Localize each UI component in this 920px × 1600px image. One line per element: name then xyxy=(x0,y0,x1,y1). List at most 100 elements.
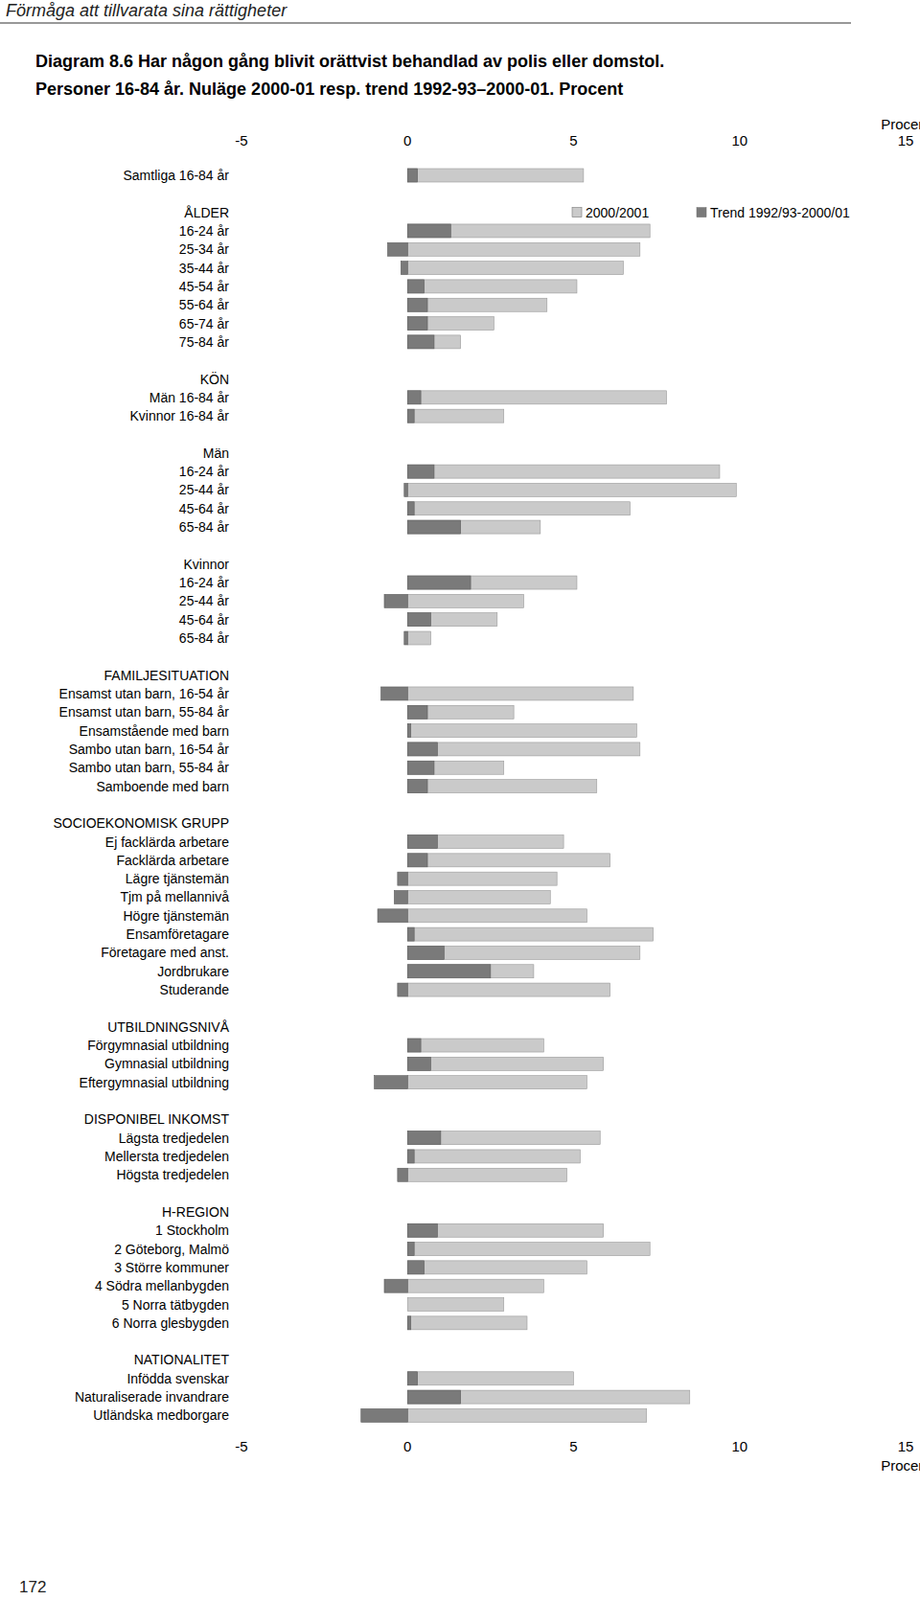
category-label: 16-24 år xyxy=(179,223,230,239)
bar xyxy=(407,1131,441,1146)
bar xyxy=(407,464,720,479)
category-label: Eftergymnasial utbildning xyxy=(79,1075,230,1091)
category-label: DISPONIBEL INKOMST xyxy=(84,1111,230,1127)
bar xyxy=(407,760,504,775)
bar xyxy=(407,242,641,256)
bar xyxy=(407,224,650,238)
bar xyxy=(407,1261,587,1275)
category-label: 16-24 år xyxy=(179,575,230,591)
category-label: Facklärda arbetare xyxy=(115,852,230,869)
category-label: Högre tjänstemän xyxy=(122,908,230,924)
bar xyxy=(407,575,577,590)
tick-label: 10 xyxy=(731,1438,748,1455)
axis-label: Procent xyxy=(880,1457,920,1474)
bar xyxy=(404,631,408,645)
bar xyxy=(407,1242,650,1257)
category-label: FAMILJESITUATION xyxy=(104,667,230,684)
category-label: Jordbrukare xyxy=(157,964,230,980)
bar xyxy=(407,1057,603,1071)
bar xyxy=(407,909,587,923)
category-label: 45-64 år xyxy=(179,501,230,517)
bar xyxy=(407,224,451,238)
bar xyxy=(381,687,409,701)
bar xyxy=(407,1150,580,1164)
chart: Förmåga att tillvarata sina rättigheter 1… xyxy=(0,0,920,1600)
category-label: Gymnasial utbildning xyxy=(104,1056,230,1072)
category-label: Förgymnasial utbildning xyxy=(87,1037,230,1054)
subtitle: Personer 16-84 år. Nuläge 2000-01 resp. … xyxy=(35,79,623,99)
bar xyxy=(407,613,498,627)
bar xyxy=(407,965,491,979)
category-label: Ensamst utan barn, 55-84 år xyxy=(59,704,230,720)
tick-label: 15 xyxy=(897,1438,915,1455)
category-label: Sambo utan barn, 55-84 år xyxy=(69,759,230,776)
bar xyxy=(361,1408,409,1423)
category-label: Ensamföretagare xyxy=(126,926,230,943)
bar xyxy=(407,1131,600,1146)
category-label: 5 Norra tätbygden xyxy=(121,1297,230,1313)
bar xyxy=(407,298,548,312)
legend-swatch xyxy=(696,207,707,218)
category-label: 25-44 år xyxy=(179,482,230,498)
tick-label: 0 xyxy=(403,132,412,149)
category-label: 75-84 år xyxy=(179,334,230,350)
bar xyxy=(407,335,435,349)
bar xyxy=(407,742,641,757)
bar xyxy=(407,853,428,868)
category-label: 1 Stockholm xyxy=(155,1222,230,1239)
bar xyxy=(384,594,408,608)
bar xyxy=(407,335,460,349)
bar xyxy=(407,631,431,645)
tick-label: 10 xyxy=(731,132,748,149)
bar xyxy=(407,983,610,997)
category-label: Kvinnor 16-84 år xyxy=(129,408,230,424)
bar xyxy=(407,1298,409,1312)
bar xyxy=(407,724,637,738)
bar xyxy=(397,983,408,997)
bar xyxy=(407,409,504,423)
bar xyxy=(407,687,634,701)
category-label: Utländska medborgare xyxy=(92,1407,230,1424)
bar xyxy=(407,483,736,497)
bar xyxy=(407,1316,411,1331)
bar xyxy=(407,317,428,331)
bar xyxy=(407,872,557,886)
bar xyxy=(407,705,428,719)
bar xyxy=(397,872,408,886)
bar xyxy=(407,835,564,850)
bar xyxy=(407,742,437,757)
bar xyxy=(407,1223,437,1238)
category-label: Mellersta tredjedelen xyxy=(104,1149,230,1165)
tick-label: 0 xyxy=(403,1438,412,1455)
bar xyxy=(407,927,653,942)
axis-label: Procent xyxy=(880,115,920,133)
category-label: 35-44 år xyxy=(179,260,230,276)
bar xyxy=(404,483,408,497)
bar xyxy=(407,1408,646,1423)
bar xyxy=(374,1076,409,1090)
bar xyxy=(384,1279,408,1293)
tick-label: 5 xyxy=(569,1438,577,1455)
category-label: UTBILDNINGSNIVÅ xyxy=(107,1019,230,1035)
bar xyxy=(387,242,408,256)
category-label: H-REGION xyxy=(161,1204,230,1220)
bar xyxy=(407,279,424,294)
category-label: 2 Göteborg, Malmö xyxy=(114,1242,230,1258)
bar xyxy=(407,391,667,405)
tick-label: -5 xyxy=(234,1438,248,1455)
bar xyxy=(407,1372,417,1386)
category-label: 25-34 år xyxy=(179,241,230,257)
bar xyxy=(407,1261,424,1275)
bar xyxy=(407,1298,504,1312)
page-header: Förmåga att tillvarata sina rättigheter xyxy=(5,0,288,21)
category-label: Infödda svenskar xyxy=(126,1371,230,1387)
bar xyxy=(407,594,524,608)
bar xyxy=(407,890,551,904)
category-label: 3 Större kommuner xyxy=(114,1260,230,1276)
category-label: Kvinnor xyxy=(184,556,230,573)
category-label: 16-24 år xyxy=(179,463,230,480)
category-label: Lägre tjänstemän xyxy=(125,871,230,887)
bar xyxy=(407,945,641,960)
bar xyxy=(407,1372,574,1386)
bar xyxy=(407,1057,431,1071)
